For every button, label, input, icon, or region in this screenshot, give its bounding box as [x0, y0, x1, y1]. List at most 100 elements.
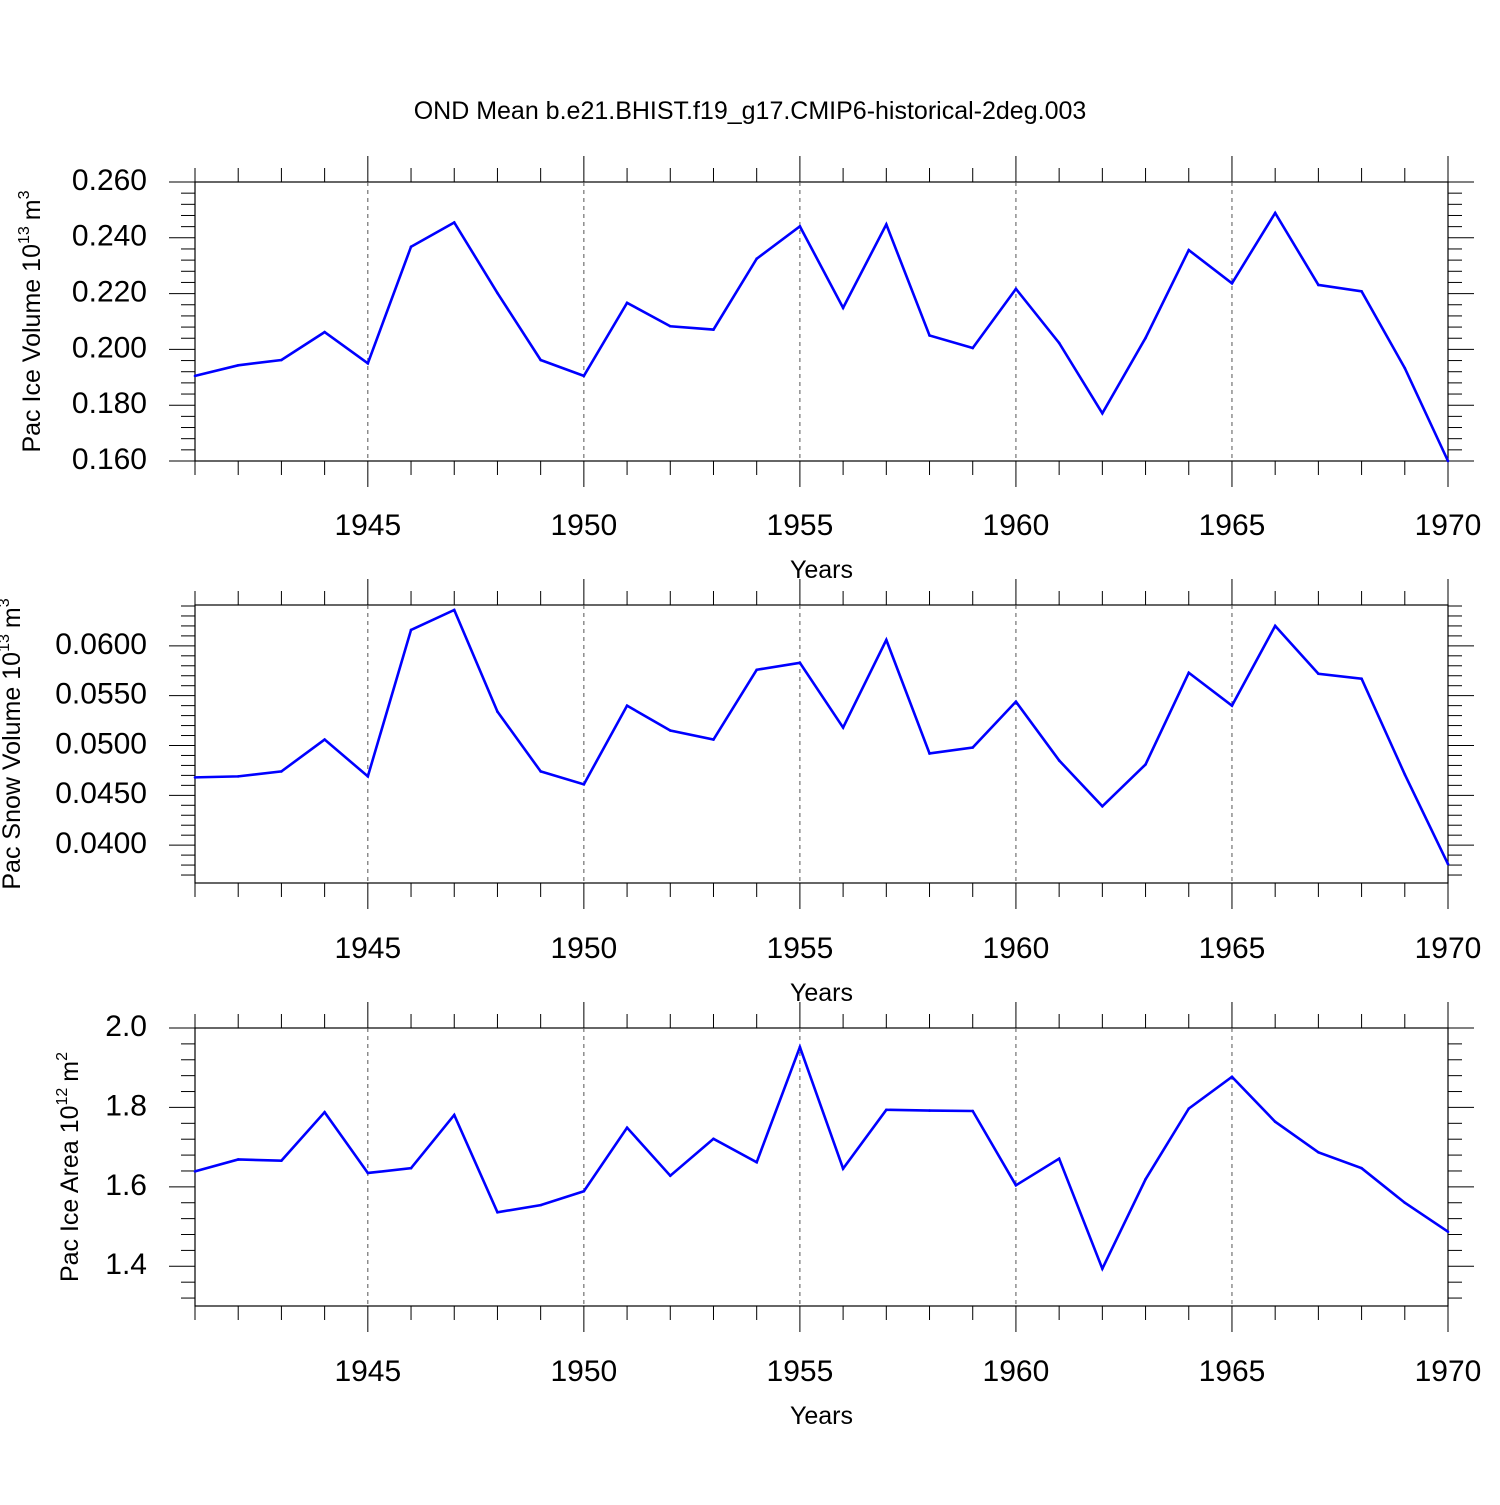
data-point [409, 628, 413, 632]
y-axis-title-ylabel-unit-exp: 13 [0, 634, 13, 652]
data-point [539, 358, 542, 362]
x-tick-label: 1945 [334, 509, 401, 542]
y-axis-title-ylabel-unit-name: m [0, 607, 26, 628]
y-axis-title-ylabel-unit-name: m [56, 1061, 84, 1082]
y-tick-label: 0.0550 [55, 678, 147, 711]
x-tick-label: 1965 [1199, 509, 1266, 542]
y-axis-title-ylabel-unit-power: 3 [16, 190, 33, 199]
y-axis-title-ylabel-unit-base: 10 [18, 244, 46, 272]
y-tick-label: 2.0 [105, 1010, 147, 1043]
data-point [1317, 283, 1320, 287]
data-point [1317, 672, 1320, 676]
data-point [236, 364, 240, 367]
chart-title: OND Mean b.e21.BHIST.f19_g17.CMIP6-histo… [414, 97, 1087, 125]
y-axis-title-ylabel: Pac Snow Volume [0, 687, 26, 890]
data-point [1446, 459, 1450, 463]
data-point [841, 1167, 845, 1170]
data-point [971, 346, 975, 350]
data-point [1101, 1267, 1104, 1270]
x-tick-label: 1960 [983, 1355, 1050, 1388]
ice-volume-panel: 1945 1950 1955 1960 1965 1970 0.160 0.180 0.200 0… [16, 156, 1481, 584]
data-point [712, 738, 715, 741]
data-point [1403, 1201, 1407, 1205]
data-point [1187, 248, 1191, 252]
data-point [841, 306, 845, 310]
data-point [582, 374, 586, 378]
y-axis-title: Pac Ice Area 1012 m2 [54, 1052, 84, 1282]
data-point [582, 783, 586, 786]
data-point [971, 746, 975, 749]
y-axis-title-ylabel-unit-base: 10 [0, 652, 26, 680]
data-point [496, 710, 499, 713]
data-point [1273, 1120, 1277, 1124]
x-axis-title: Years [790, 1402, 853, 1430]
y-axis-title: Pac Snow Volume 1013 m3 [0, 598, 26, 889]
data-point [1144, 1178, 1147, 1181]
x-tick-label: 1950 [550, 1355, 617, 1388]
data-point [323, 330, 326, 334]
data-point [452, 221, 456, 224]
x-tick-label: 1970 [1415, 1355, 1482, 1388]
y-tick-label: 0.0400 [55, 827, 147, 860]
data-point [193, 1170, 197, 1173]
y-tick-label: 0.180 [72, 387, 147, 420]
data-point [280, 770, 283, 773]
data-point [798, 225, 802, 228]
data-point [496, 291, 499, 295]
data-point [1144, 336, 1147, 340]
snow-volume-panel: 1945 1950 1955 1960 1965 1970 0.0400 0.0450 0.05… [0, 579, 1481, 1007]
data-point [1446, 1230, 1450, 1234]
data-point [755, 1160, 758, 1164]
y-tick-label: 0.240 [72, 220, 147, 253]
y-tick-label: 1.6 [105, 1169, 147, 1202]
x-tick-label: 1955 [767, 509, 834, 542]
y-tick-label: 0.260 [72, 164, 147, 197]
data-point [928, 1109, 931, 1112]
data-point [712, 328, 715, 331]
data-point [366, 362, 370, 365]
y-axis-title-ylabel-unit-power: 2 [54, 1052, 71, 1061]
data-point [668, 324, 672, 328]
series-line [194, 608, 1450, 865]
data-point [323, 738, 326, 741]
data-point [668, 1174, 672, 1178]
data-point [1187, 1107, 1191, 1110]
y-axis-title-ylabel: Pac Ice Volume [18, 279, 46, 453]
data-point [582, 1189, 586, 1193]
series-line [194, 210, 1450, 462]
y-axis-title-ylabel-unit-name: m [18, 199, 46, 220]
data-point [193, 776, 197, 779]
plot-frame [194, 181, 1449, 462]
data-point [452, 1113, 456, 1117]
data-point [798, 661, 802, 665]
y-tick-label: 0.0600 [55, 628, 147, 661]
data-point [798, 1045, 802, 1049]
data-point [1273, 211, 1277, 215]
plot-frame [194, 604, 1449, 884]
data-point [928, 752, 931, 755]
data-point [1014, 287, 1018, 291]
data-point [971, 1109, 975, 1113]
y-axis-title-ylabel-unit-exp: 12 [54, 1088, 71, 1106]
x-tick-label: 1955 [767, 1355, 834, 1388]
data-point [452, 608, 456, 612]
plot-frame [194, 1027, 1449, 1307]
data-point [1360, 1166, 1363, 1170]
ice-area-panel: 1945 1950 1955 1960 1965 1970 1.4 1.6 1.8 2.0 Pac … [54, 1002, 1481, 1430]
data-point [712, 1137, 715, 1141]
x-axis-title: Years [790, 556, 853, 584]
data-point [409, 245, 413, 249]
x-tick-label: 1945 [334, 1355, 401, 1388]
data-point [1230, 1075, 1234, 1079]
x-tick-label: 1950 [550, 509, 617, 542]
x-tick-label: 1965 [1199, 1355, 1266, 1388]
data-point [539, 1203, 542, 1207]
data-point [236, 1158, 240, 1161]
x-tick-label: 1965 [1199, 932, 1266, 965]
data-point [409, 1166, 413, 1170]
data-point [1144, 763, 1147, 766]
data-point [1230, 704, 1234, 707]
y-axis-title: Pac Ice Volume 1013 m3 [16, 190, 46, 452]
x-tick-label: 1970 [1415, 932, 1482, 965]
